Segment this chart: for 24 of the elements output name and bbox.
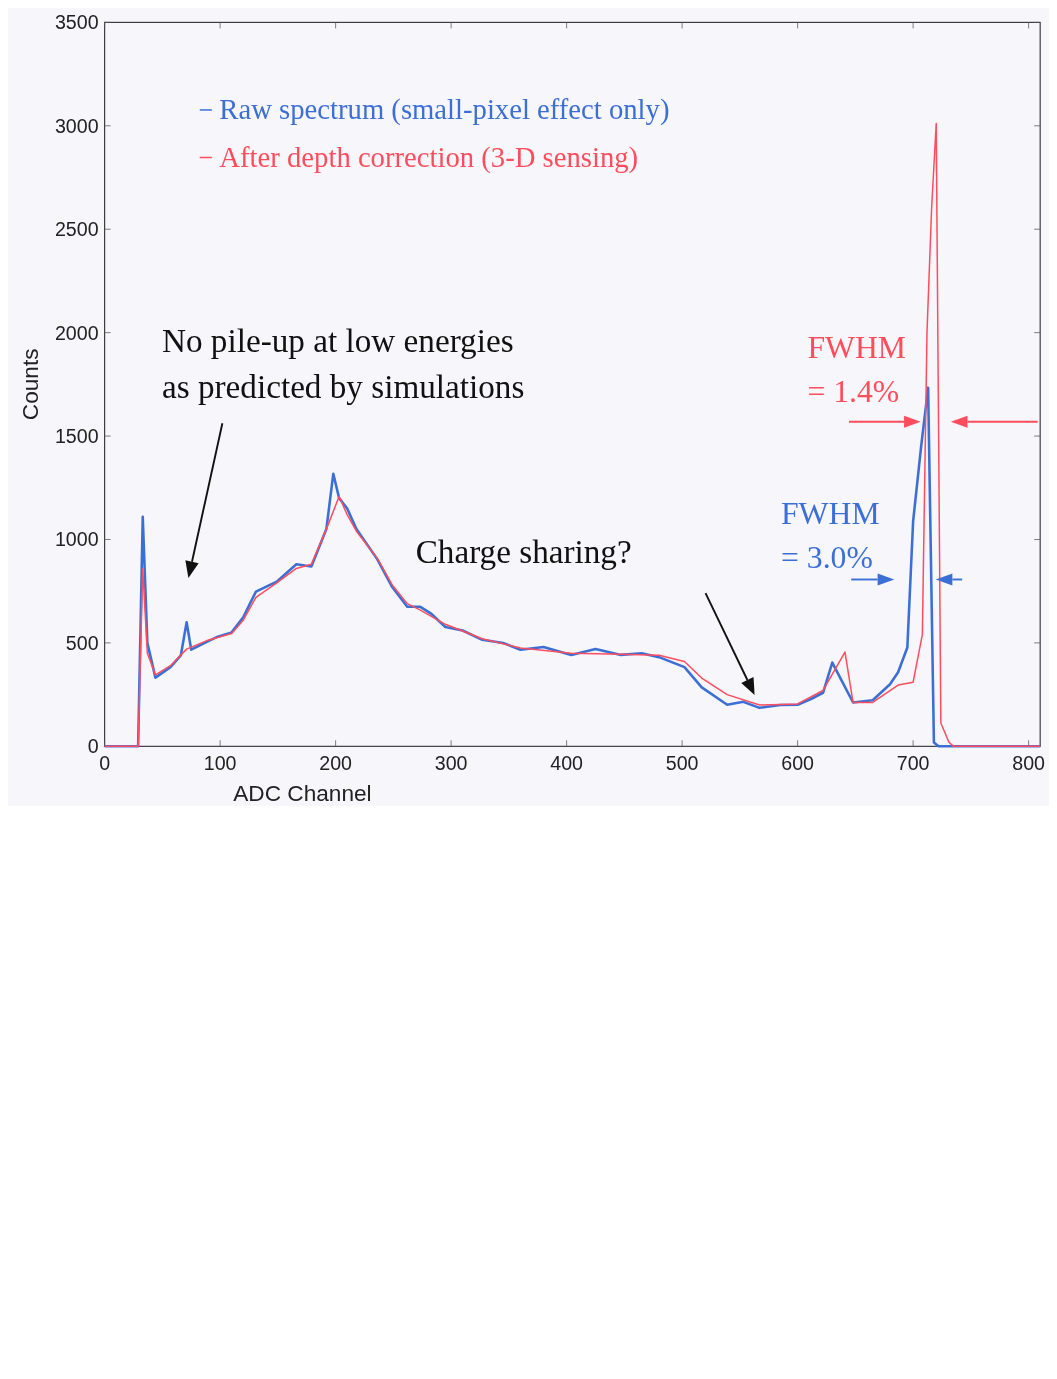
annotation: Charge sharing?	[415, 532, 632, 570]
annotation: FWHM = 1.4%	[807, 329, 907, 409]
legend-label: Raw spectrum (small-pixel effect only)	[219, 93, 670, 127]
y-axis-title: Counts	[18, 348, 44, 421]
y-tick-label: 0	[87, 735, 99, 758]
y-tick-label: 500	[65, 631, 99, 654]
y-tick-label: 2500	[54, 218, 99, 241]
y-tick-label: 3000	[54, 114, 99, 137]
x-axis-title: ADC Channel	[233, 780, 372, 806]
y-tick-label: 1500	[54, 424, 99, 447]
x-tick-label: 200	[319, 752, 353, 775]
y-tick-label: 2000	[54, 321, 99, 344]
legend-label: After depth correction (3-D sensing)	[219, 140, 639, 174]
x-tick-label: 100	[203, 752, 237, 775]
x-tick-label: 400	[550, 752, 584, 775]
y-tick-label: 3500	[54, 11, 99, 34]
x-tick-label: 300	[434, 752, 468, 775]
x-tick-label: 600	[781, 752, 815, 775]
x-tick-label: 800	[1012, 752, 1046, 775]
x-tick-label: 700	[896, 752, 930, 775]
x-tick-label: 500	[665, 752, 699, 775]
annotation: FWHM = 3.0%	[781, 495, 880, 576]
annotation: No pile-up at low energies as predicted by simulations	[162, 321, 525, 406]
y-tick-label: 1000	[54, 528, 99, 551]
